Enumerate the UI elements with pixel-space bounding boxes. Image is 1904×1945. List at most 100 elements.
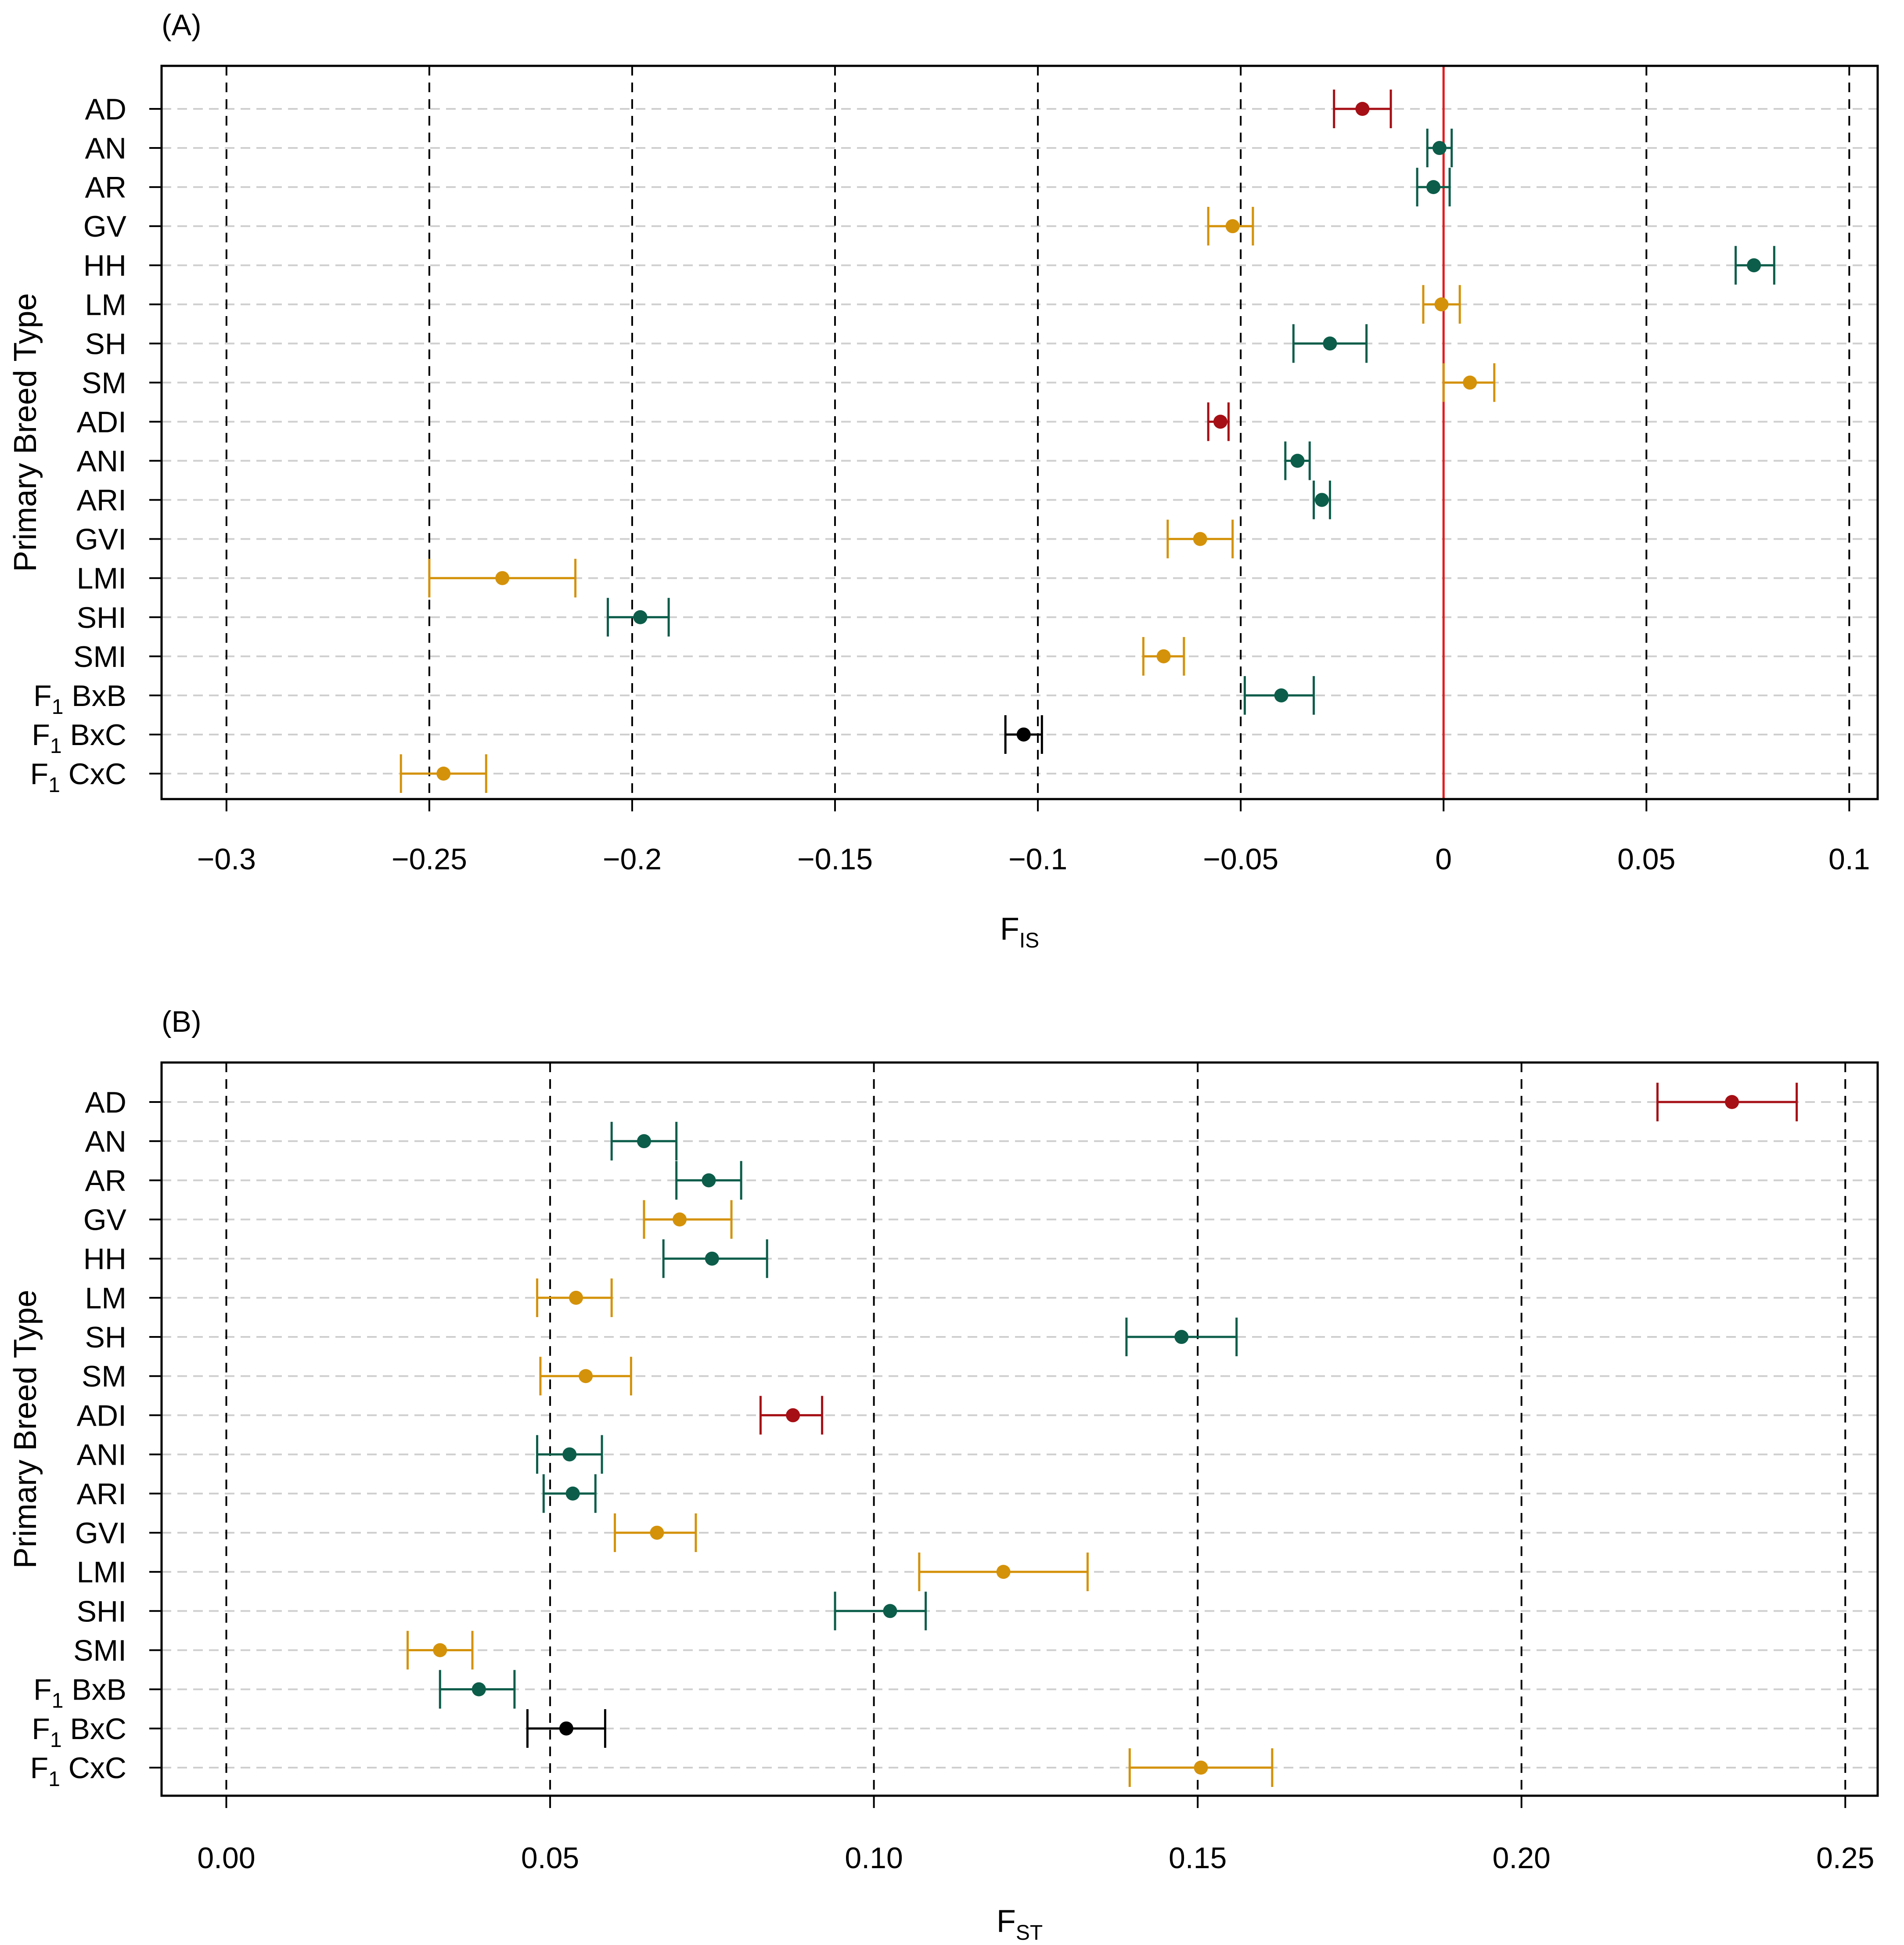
category-label-sub: 1 <box>52 1689 64 1713</box>
data-point <box>1274 688 1289 702</box>
category-label-sub: 1 <box>48 774 60 797</box>
category-label-main: HH <box>83 249 126 282</box>
category-label-main: GV <box>83 210 127 243</box>
data-point-group <box>614 1513 697 1552</box>
x-tick-label: 0.05 <box>1617 843 1675 876</box>
category-label-main: SHI <box>77 601 126 634</box>
data-point <box>1747 258 1761 273</box>
panel-a: (A) AD AN AR GV HH LM SH SM ADI ANI ARI GVI LMI SHI SMI… <box>8 8 1879 952</box>
x-tick-label: −0.3 <box>197 843 256 876</box>
category-label: F1 BxC <box>32 718 126 758</box>
category-label-rest: BxC <box>62 1712 126 1746</box>
data-point <box>433 1643 447 1657</box>
data-point <box>565 1486 580 1501</box>
x-tick-label: 0.05 <box>521 1841 579 1875</box>
category-label-main: GVI <box>75 523 126 556</box>
category-label: F1 CxC <box>30 1751 126 1791</box>
x-tick-label: 0 <box>1435 843 1452 876</box>
category-label: ADI <box>77 405 126 439</box>
category-label-main: AR <box>85 1164 126 1197</box>
category-label-main: AD <box>85 1086 126 1119</box>
x-tick-label: 0.00 <box>197 1841 255 1875</box>
category-label: ANI <box>77 445 126 478</box>
data-point-group <box>918 1552 1089 1592</box>
data-point <box>1426 180 1441 194</box>
data-point-group <box>1333 90 1392 128</box>
x-axis-label-sub: IS <box>1019 929 1039 952</box>
data-point <box>1432 141 1447 155</box>
data-point <box>1725 1095 1739 1109</box>
category-label-main: SHI <box>77 1595 126 1628</box>
category-label-main: SMI <box>73 1634 126 1667</box>
data-point-group <box>1142 637 1185 676</box>
data-point-group <box>539 1357 632 1396</box>
category-label-main: GVI <box>75 1516 126 1550</box>
category-label-rest: CxC <box>60 1751 126 1785</box>
data-point <box>1213 414 1227 429</box>
category-label: GVI <box>75 523 126 556</box>
category-label: AD <box>85 1086 126 1119</box>
category-label-main: ANI <box>77 445 126 478</box>
category-label-main: AR <box>85 171 126 204</box>
category-label-sub: 1 <box>52 695 64 719</box>
x-axis-label-main: F <box>997 1904 1016 1939</box>
category-label-main: SMI <box>73 640 126 674</box>
category-label-sub: 1 <box>50 735 62 758</box>
data-point <box>559 1721 573 1736</box>
data-point <box>1463 375 1477 390</box>
category-label-main: GV <box>83 1203 127 1237</box>
category-label: LM <box>85 1282 126 1315</box>
plot-frame <box>160 1061 1879 1797</box>
category-label: GV <box>83 1203 127 1237</box>
data-point-group <box>1284 441 1311 480</box>
data-point-group <box>1004 715 1043 754</box>
data-point-group <box>1292 324 1368 363</box>
data-point <box>1174 1330 1189 1344</box>
x-tick-label: 0.10 <box>845 1841 903 1875</box>
category-label-main: AD <box>85 93 126 126</box>
category-label: SMI <box>73 1634 126 1667</box>
category-label: SH <box>85 1321 126 1354</box>
category-label: SH <box>85 327 126 360</box>
category-label: GVI <box>75 1516 126 1550</box>
category-label: F1 BxC <box>32 1712 126 1752</box>
data-point-group <box>526 1709 606 1748</box>
category-label-rest: BxB <box>63 1673 126 1707</box>
category-label-main: ANI <box>77 1438 126 1472</box>
data-point <box>705 1251 719 1266</box>
data-point-group <box>439 1670 516 1709</box>
data-point <box>1314 493 1329 507</box>
x-tick-label: 0.25 <box>1816 1841 1874 1875</box>
data-point <box>495 571 510 585</box>
category-label-main: LM <box>85 288 126 321</box>
category-label-main: F <box>30 757 49 791</box>
data-point <box>996 1565 1011 1579</box>
category-label: AD <box>85 93 126 126</box>
category-label: LM <box>85 288 126 321</box>
category-label: SHI <box>77 601 126 634</box>
category-label: LMI <box>77 1556 126 1589</box>
category-label-rest: CxC <box>60 757 126 791</box>
category-label-main: F <box>32 718 50 752</box>
category-label: LMI <box>77 562 126 595</box>
data-point-group <box>1416 168 1451 207</box>
category-label: SHI <box>77 1595 126 1628</box>
category-label: SMI <box>73 640 126 674</box>
data-point-group <box>536 1435 603 1474</box>
category-label: F1 CxC <box>30 757 126 797</box>
category-label: GV <box>83 210 127 243</box>
category-label-main: SM <box>82 366 126 400</box>
x-tick-label: 0.20 <box>1493 1841 1551 1875</box>
data-point-group <box>607 598 670 637</box>
data-point <box>702 1173 716 1188</box>
data-point <box>1434 297 1449 312</box>
x-tick-label: −0.2 <box>603 843 662 876</box>
data-point <box>883 1604 897 1618</box>
data-point <box>1193 532 1207 546</box>
data-point <box>1355 102 1370 116</box>
category-label-main: F <box>33 1673 52 1707</box>
data-point <box>1016 727 1031 742</box>
data-point-group <box>834 1592 927 1631</box>
data-point <box>673 1212 687 1227</box>
